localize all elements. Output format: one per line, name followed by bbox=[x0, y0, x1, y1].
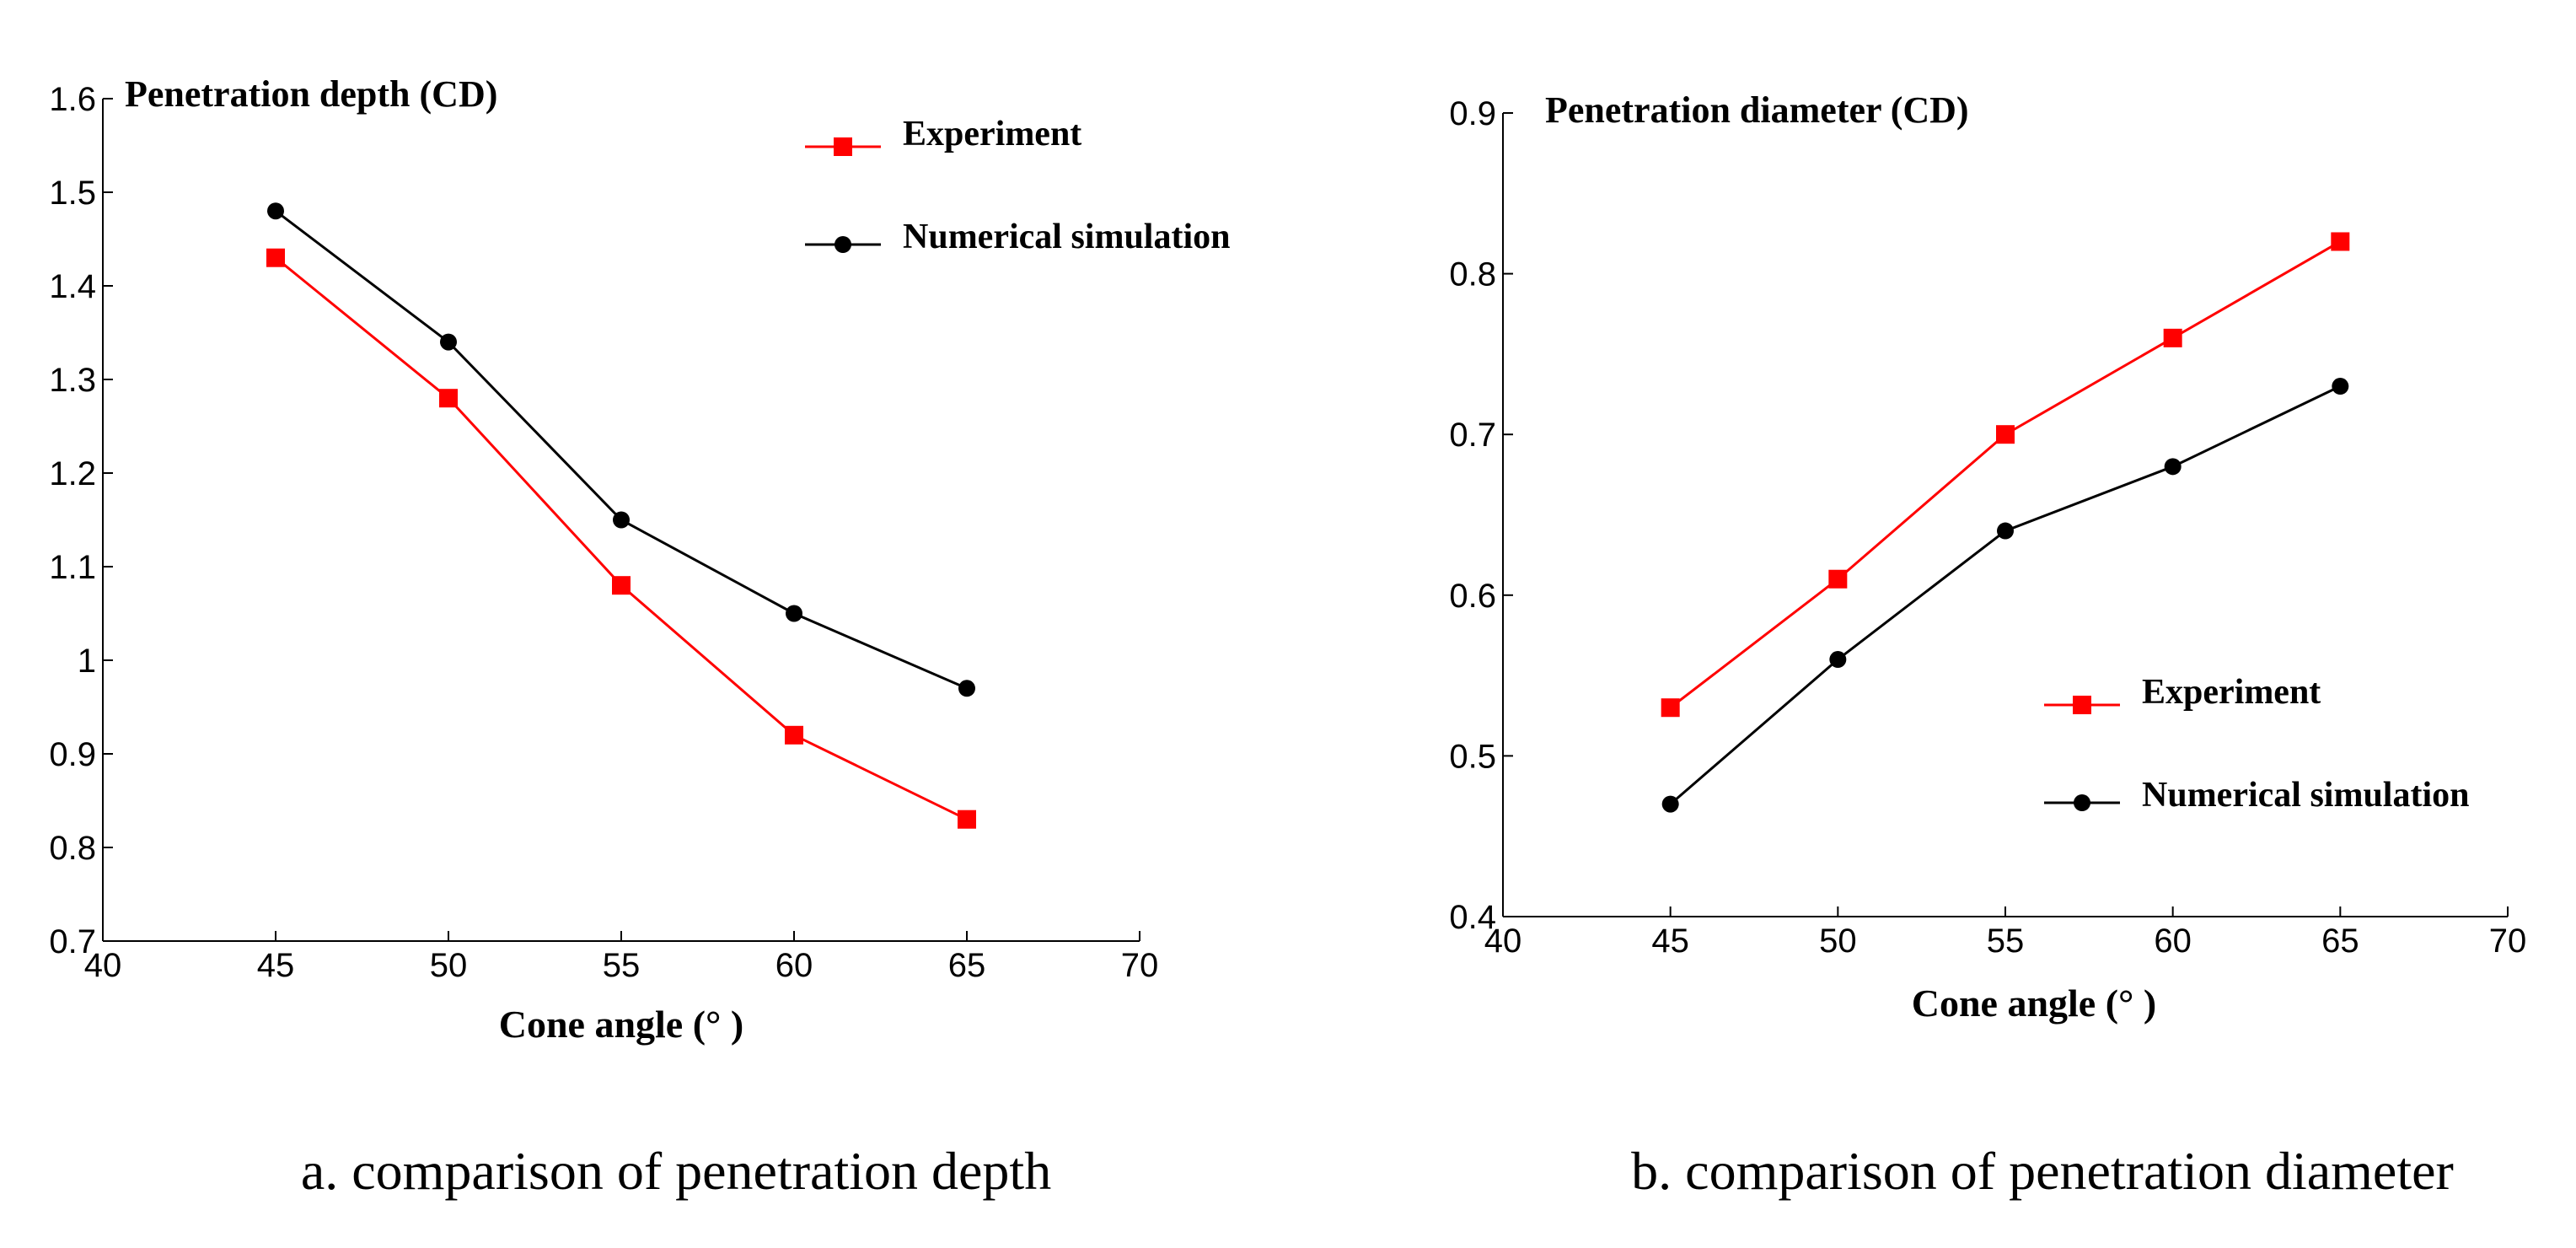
data-point-numerical-simulation bbox=[1661, 795, 1679, 813]
x-tick-label: 60 bbox=[775, 947, 813, 984]
data-point-numerical-simulation bbox=[2332, 378, 2349, 395]
x-tick-label: 50 bbox=[430, 947, 468, 984]
y-tick-label: 1.6 bbox=[49, 81, 96, 118]
y-tick-label: 0.8 bbox=[1449, 256, 1496, 293]
y-tick-label: 1.2 bbox=[49, 455, 96, 492]
x-tick-label: 55 bbox=[1987, 923, 2025, 960]
x-tick-label: 70 bbox=[1121, 947, 1159, 984]
data-point-experiment bbox=[612, 576, 631, 595]
data-point-numerical-simulation bbox=[786, 605, 802, 622]
y-tick-label: 0.4 bbox=[1449, 899, 1496, 936]
series-experiment bbox=[1661, 232, 2350, 718]
data-point-experiment bbox=[1996, 425, 2015, 444]
x-tick-label: 55 bbox=[603, 947, 641, 984]
y-tick-label: 0.6 bbox=[1449, 578, 1496, 615]
legend-marker-experiment bbox=[834, 137, 852, 156]
legend-label-numerical-simulation: Numerical simulation bbox=[2142, 776, 2469, 815]
y-tick-label: 1.4 bbox=[49, 268, 96, 305]
y-tick-label: 0.9 bbox=[49, 736, 96, 773]
y-tick-label: 0.7 bbox=[49, 923, 96, 960]
series-line-numerical-simulation bbox=[275, 210, 968, 690]
x-tick-label: 40 bbox=[84, 947, 122, 984]
data-point-numerical-simulation bbox=[1997, 522, 2014, 540]
x-tick-label: 65 bbox=[2321, 923, 2359, 960]
y-tick-label: 1 bbox=[78, 643, 96, 680]
series-line-experiment bbox=[275, 256, 968, 821]
x-tick-label: 40 bbox=[1484, 923, 1522, 960]
chart-panel-b: 0.4 0.5 0.6 0.7 0.8 0.9 40 45 50 55 60 65 70 Penetrat… bbox=[1449, 89, 2526, 1201]
x-axis-label: Cone angle (° ) bbox=[499, 1003, 744, 1046]
x-tick-label: 45 bbox=[1651, 923, 1689, 960]
legend-label-experiment: Experiment bbox=[2142, 673, 2321, 712]
y-tick-label: 1.5 bbox=[49, 175, 96, 212]
x-axis-label: Cone angle (° ) bbox=[1912, 982, 2157, 1025]
y-tick-label: 0.5 bbox=[1449, 738, 1496, 775]
chart-panel-a: 0.7 0.8 0.9 1 1.1 1.2 1.3 1.4 1.5 1.6 40 45 50 55 60 65… bbox=[49, 73, 1230, 1201]
data-point-experiment bbox=[2163, 328, 2182, 347]
data-point-experiment bbox=[958, 810, 976, 829]
data-point-numerical-simulation bbox=[958, 680, 975, 697]
x-tick-label: 65 bbox=[948, 947, 986, 984]
y-tick-label: 0.8 bbox=[49, 830, 96, 867]
x-tick-label: 60 bbox=[2154, 923, 2192, 960]
panel-caption: b. comparison of penetration diameter bbox=[1631, 1141, 2454, 1201]
legend-label-numerical-simulation: Numerical simulation bbox=[903, 218, 1230, 256]
x-tick-label: 50 bbox=[1819, 923, 1857, 960]
y-tick-label: 1.1 bbox=[49, 549, 96, 586]
y-axis-label: Penetration diameter (CD) bbox=[1545, 89, 1969, 131]
series-experiment bbox=[266, 248, 976, 829]
series-numerical-simulation bbox=[267, 202, 975, 697]
y-tick-label: 1.3 bbox=[49, 362, 96, 399]
legend-marker-numerical-simulation bbox=[2074, 794, 2090, 811]
y-axis-label: Penetration depth (CD) bbox=[125, 73, 497, 115]
data-point-numerical-simulation bbox=[440, 333, 457, 351]
data-point-numerical-simulation bbox=[613, 511, 630, 529]
x-tick-label: 70 bbox=[2489, 923, 2527, 960]
data-point-numerical-simulation bbox=[267, 202, 284, 220]
series-line-numerical-simulation bbox=[1669, 385, 2341, 805]
x-tick-label: 45 bbox=[257, 947, 295, 984]
legend: Experiment Numerical simulation bbox=[2044, 673, 2469, 815]
series-numerical-simulation bbox=[1661, 378, 2349, 813]
legend-label-experiment: Experiment bbox=[903, 115, 1081, 153]
y-tick-label: 0.9 bbox=[1449, 95, 1496, 132]
data-point-experiment bbox=[266, 248, 285, 267]
data-point-experiment bbox=[785, 725, 803, 745]
y-tick-label: 0.7 bbox=[1449, 417, 1496, 454]
data-point-experiment bbox=[1661, 698, 1680, 718]
data-point-numerical-simulation bbox=[2164, 458, 2182, 476]
legend: Experiment Numerical simulation bbox=[805, 115, 1230, 256]
data-point-experiment bbox=[2331, 232, 2350, 251]
legend-marker-numerical-simulation bbox=[835, 236, 851, 253]
data-point-experiment bbox=[439, 389, 458, 408]
data-point-experiment bbox=[1828, 569, 1848, 589]
panel-caption: a. comparison of penetration depth bbox=[301, 1141, 1051, 1201]
series-line-experiment bbox=[1669, 240, 2342, 709]
data-point-numerical-simulation bbox=[1829, 651, 1847, 669]
legend-marker-experiment bbox=[2073, 696, 2091, 714]
